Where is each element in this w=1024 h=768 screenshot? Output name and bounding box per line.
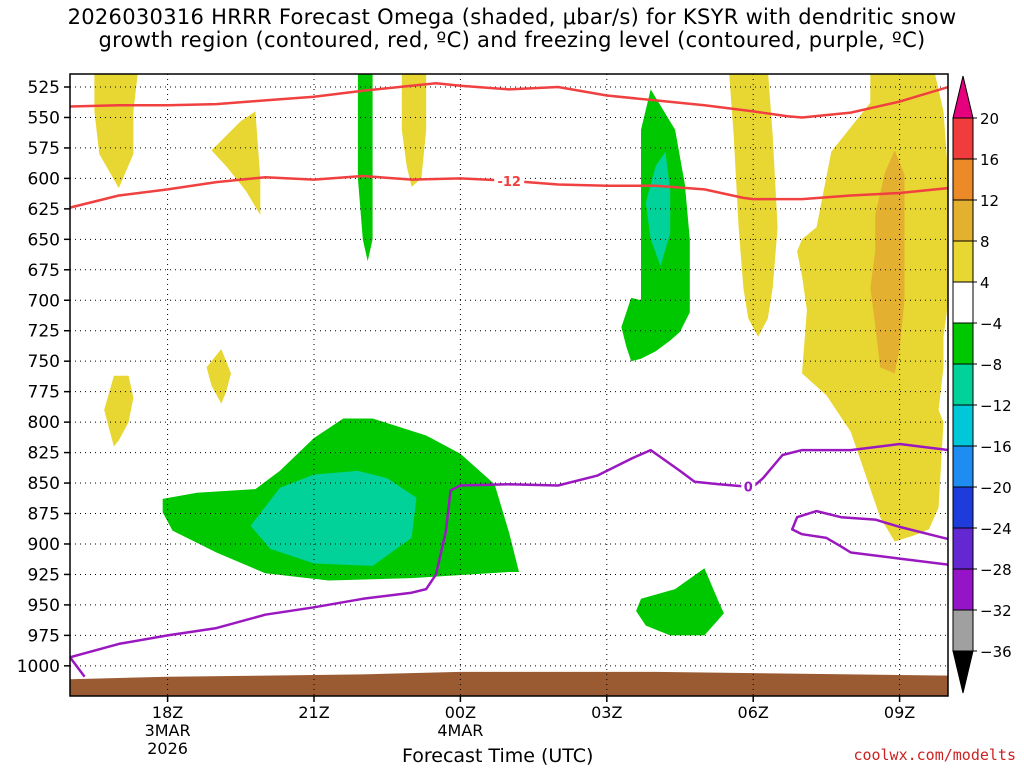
x-axis-title: Forecast Time (UTC) xyxy=(402,745,594,767)
y-tick-label: 800 xyxy=(28,413,60,433)
y-tick-label: 975 xyxy=(28,626,60,646)
colorbar-label: −36 xyxy=(980,643,1012,661)
x-tick-label: 21Z xyxy=(298,703,329,722)
colorbar-label: −4 xyxy=(980,315,1002,333)
omega-region-2 xyxy=(250,470,417,566)
omega-region-8 xyxy=(211,111,261,215)
x-tick-label: 3MAR xyxy=(145,721,191,740)
colorbar-label: −8 xyxy=(980,356,1002,374)
y-tick-label: 550 xyxy=(28,108,60,128)
y-tick-label: 675 xyxy=(28,261,60,281)
y-tick-label: 900 xyxy=(28,535,60,555)
y-tick-label: 700 xyxy=(28,291,60,311)
contour-label-background xyxy=(741,479,756,494)
y-tick-label: 575 xyxy=(28,139,60,159)
y-tick-label: 950 xyxy=(28,596,60,616)
colorbar-label: −16 xyxy=(980,438,1012,456)
colorbar-label: 12 xyxy=(980,192,999,210)
y-tick-label: 775 xyxy=(28,383,60,403)
y-tick-label: 525 xyxy=(28,78,60,98)
colorbar-bin xyxy=(952,527,974,570)
omega-region-3 xyxy=(357,74,373,262)
terrain-band xyxy=(70,671,949,696)
colorbar-bin xyxy=(952,363,974,406)
grid-layer xyxy=(70,74,948,696)
colorbar-label: −24 xyxy=(980,520,1012,538)
omega-region-14 xyxy=(870,150,905,374)
contour-label-background xyxy=(494,173,525,188)
y-tick-label: 650 xyxy=(28,230,60,250)
contour-line-2 xyxy=(70,174,948,209)
chart-title-line-2: growth region (contoured, red, ºC) and f… xyxy=(98,28,926,52)
colorbar-bin xyxy=(952,158,974,201)
y-tick-label: 875 xyxy=(28,505,60,525)
colorbar-bin xyxy=(952,240,974,283)
x-tick-label: 09Z xyxy=(884,703,915,722)
colorbar-bin xyxy=(952,609,974,652)
y-tick-label: 625 xyxy=(28,200,60,220)
colorbar-over-triangle xyxy=(952,75,974,119)
y-tick-label: 600 xyxy=(28,169,60,189)
y-tick-label: 725 xyxy=(28,322,60,342)
omega-region-6 xyxy=(636,568,724,636)
chart-title-line-1: 2026030316 HRRR Forecast Omega (shaded, … xyxy=(67,5,957,29)
colorbar-bin xyxy=(952,199,974,242)
colorbar-label: 4 xyxy=(980,274,990,292)
contour-line-1 xyxy=(70,82,948,119)
omega-region-11 xyxy=(206,349,231,404)
omega-region-10 xyxy=(104,375,134,447)
colorbar-bin xyxy=(952,445,974,488)
x-tick-label: 4MAR xyxy=(437,721,483,740)
omega-region-12 xyxy=(729,74,778,337)
plot-frame xyxy=(69,73,949,697)
x-tick-label: 18Z xyxy=(152,703,183,722)
x-tick-label: 06Z xyxy=(738,703,769,722)
chart-title: 2026030316 HRRR Forecast Omega (shaded, … xyxy=(0,6,1024,52)
colorbar-label: −12 xyxy=(980,397,1012,415)
colorbar-bin xyxy=(952,281,974,324)
contour-line-4 xyxy=(790,509,948,566)
colorbar-bin xyxy=(952,486,974,529)
x-tick-label: 2026 xyxy=(147,739,188,758)
colorbar-label: 20 xyxy=(980,110,999,128)
colorbar-bin xyxy=(952,404,974,447)
colorbar-label: −28 xyxy=(980,561,1012,579)
contour-label: -12 xyxy=(497,175,521,190)
colorbar-bin xyxy=(952,117,974,160)
colorbar-bin xyxy=(952,322,974,365)
y-tick-label: 750 xyxy=(28,352,60,372)
y-tick-label: 1000 xyxy=(17,657,60,677)
omega-region-5 xyxy=(645,151,671,267)
colorbar: 20 16 12 8 4 −4 −8 −12 −16 −20 −24 −28 −32 −36 xyxy=(952,75,1012,694)
omega-region-9 xyxy=(401,74,427,187)
omega-shading-layer xyxy=(94,74,948,636)
y-tick-label: 925 xyxy=(28,565,60,585)
y-tick-label: 850 xyxy=(28,474,60,494)
x-tick-label: 03Z xyxy=(591,703,622,722)
terrain-layer xyxy=(70,671,949,696)
source-credit: coolwx.com/modelts xyxy=(853,746,1016,764)
colorbar-label: 16 xyxy=(980,151,999,169)
omega-region-7 xyxy=(94,74,138,189)
colorbar-label: 8 xyxy=(980,233,990,251)
x-tick-label: 00Z xyxy=(445,703,476,722)
colorbar-bin xyxy=(952,568,974,611)
contour-layer: -12 0 xyxy=(70,82,948,678)
colorbar-label: −32 xyxy=(980,602,1012,620)
colorbar-label: −20 xyxy=(980,479,1012,497)
axes-layer: 525 550 575 600 625 650 675 700 725 750 775 800 825 8… xyxy=(17,73,949,758)
colorbar-under-triangle xyxy=(952,650,974,694)
contour-line-3 xyxy=(70,442,948,678)
y-tick-label: 825 xyxy=(28,444,60,464)
contour-label: 0 xyxy=(744,481,753,496)
